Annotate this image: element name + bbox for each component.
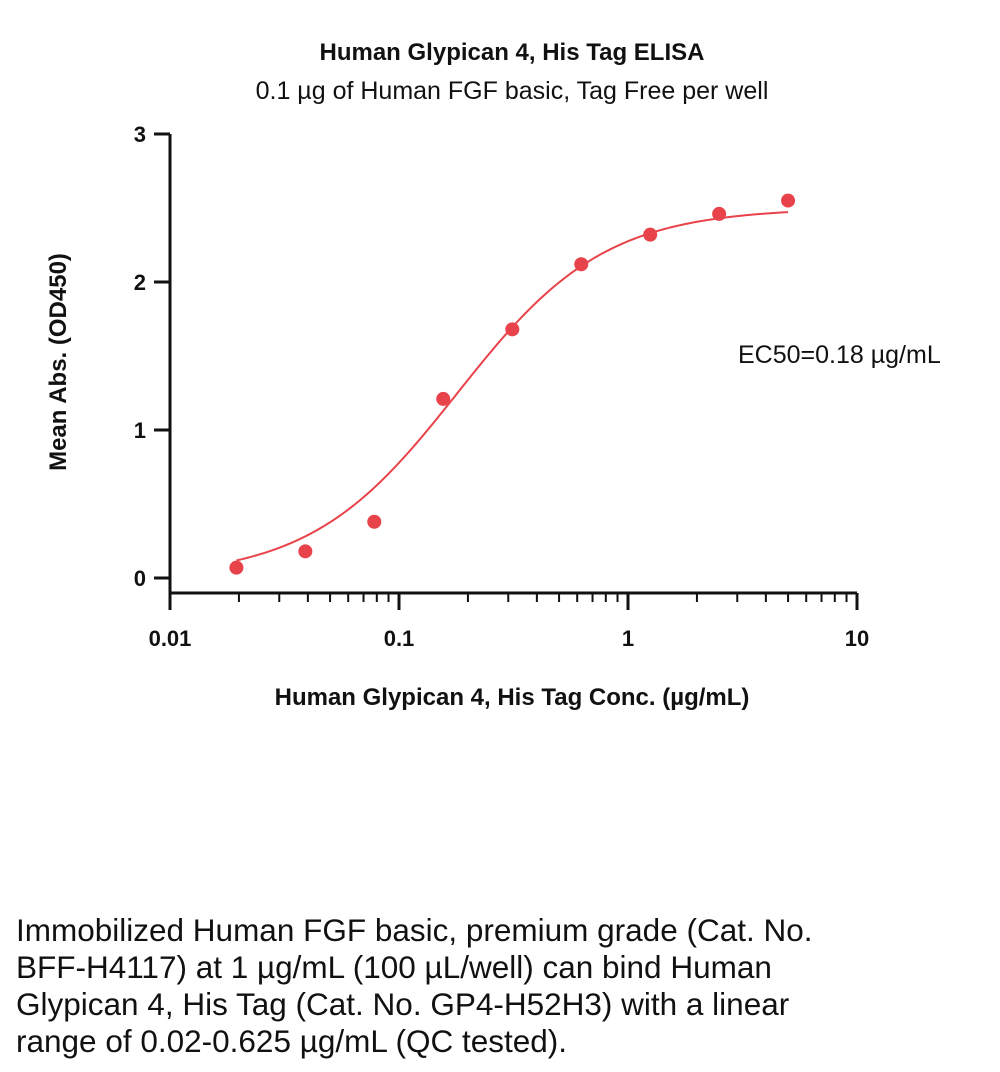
chart-title: Human Glypican 4, His Tag ELISA xyxy=(320,39,705,66)
y-tick-label-0: 0 xyxy=(134,566,146,591)
figure-caption: Immobilized Human FGF basic, premium gra… xyxy=(16,912,813,1059)
x-tick-label-2: 1 xyxy=(622,626,634,651)
data-point-4 xyxy=(505,322,520,337)
ec50-annotation: EC50=0.18 µg/mL xyxy=(738,341,941,369)
data-point-5 xyxy=(574,257,589,272)
data-point-1 xyxy=(298,544,313,559)
data-point-2 xyxy=(367,514,382,529)
elisa-chart: Human Glypican 4, His Tag ELISA 0.1 µg o… xyxy=(45,39,941,711)
chart-subtitle: 0.1 µg of Human FGF basic, Tag Free per … xyxy=(256,77,769,105)
data-point-7 xyxy=(712,206,727,221)
fit-curve-layer xyxy=(236,211,789,562)
data-point-8 xyxy=(781,193,796,208)
data-point-6 xyxy=(643,227,658,242)
chart-axes: 0 1 2 3 0.01 0.1 1 10 xyxy=(134,122,869,651)
y-tick-label-3: 3 xyxy=(134,122,146,147)
x-axis-label: Human Glypican 4, His Tag Conc. (µg/mL) xyxy=(275,684,750,711)
data-point-3 xyxy=(436,391,451,406)
x-tick-label-1: 0.1 xyxy=(384,626,415,651)
data-points-layer xyxy=(229,193,796,575)
y-tick-label-1: 1 xyxy=(134,418,146,443)
y-axis-label: Mean Abs. (OD450) xyxy=(45,253,72,471)
fit-curve xyxy=(236,211,789,562)
x-tick-label-3: 10 xyxy=(845,626,869,651)
y-tick-label-2: 2 xyxy=(134,270,146,295)
data-point-0 xyxy=(229,560,244,575)
x-tick-label-0: 0.01 xyxy=(149,626,192,651)
